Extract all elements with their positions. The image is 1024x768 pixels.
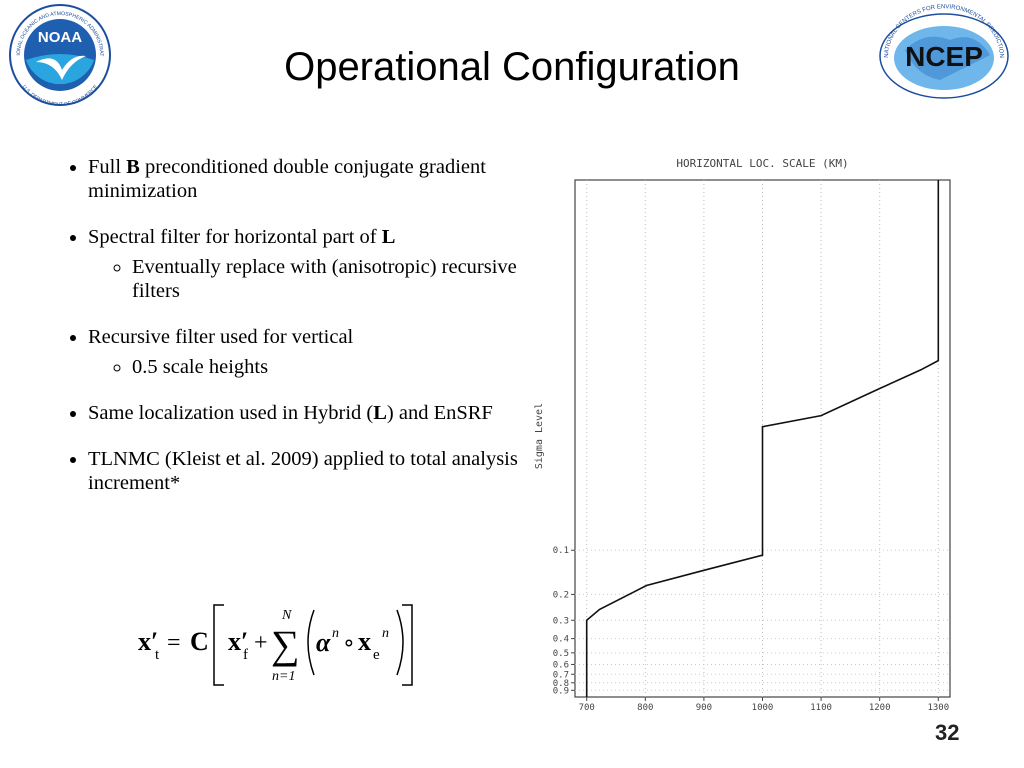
- y-tick-label: 0.9: [553, 686, 569, 696]
- eq-limit: N: [281, 608, 292, 623]
- eq-limit: n=1: [272, 669, 295, 684]
- eq-subscript: t: [155, 647, 160, 663]
- bullet-text: Full: [88, 156, 127, 178]
- bullet-item: TLNMC (Kleist et al. 2009) applied to to…: [88, 447, 533, 495]
- eq-symbol: x: [358, 627, 371, 656]
- chart-title: HORIZONTAL LOC. SCALE (KM): [676, 157, 848, 170]
- bullet-text: ) and EnSRF: [386, 402, 493, 424]
- eq-superscript: n: [332, 626, 339, 641]
- bullet-text: L: [373, 402, 387, 424]
- y-tick-label: 0.1: [553, 546, 569, 556]
- eq-symbol: x′: [138, 627, 158, 656]
- bullet-text: 0.5 scale heights: [132, 356, 269, 378]
- bullet-list: Full B preconditioned double conjugate g…: [60, 155, 533, 517]
- eq-subscript: e: [373, 647, 380, 663]
- bullet-item: Eventually replace with (anisotropic) re…: [132, 255, 533, 303]
- y-tick-label: 0.8: [553, 679, 569, 689]
- eq-superscript: n: [382, 626, 389, 641]
- eq-symbol: C: [190, 627, 209, 656]
- bullet-text: preconditioned double conjugate gradient…: [88, 156, 486, 202]
- sub-list: 0.5 scale heights: [88, 355, 533, 379]
- bullet-item: Spectral filter for horizontal part of L…: [88, 225, 533, 303]
- y-axis-label: Sigma Level: [534, 403, 545, 469]
- bullet-item: Same localization used in Hybrid (L) and…: [88, 401, 533, 425]
- x-tick-label: 1000: [752, 703, 774, 713]
- logo-name: NOAA: [38, 29, 82, 46]
- y-tick-label: 0.3: [553, 616, 569, 626]
- eq-symbol: ∘: [342, 630, 356, 655]
- y-tick-label: 0.5: [553, 649, 569, 659]
- bullet-text: L: [381, 226, 396, 248]
- y-tick-label: 0.6: [553, 660, 569, 670]
- bullet-text: Eventually replace with (anisotropic) re…: [132, 256, 517, 302]
- eq-symbol: =: [167, 630, 181, 656]
- y-tick-label: 0.7: [553, 670, 569, 680]
- data-line: [585, 180, 940, 697]
- chart: HORIZONTAL LOC. SCALE (KM) Sigma Level 700…: [534, 157, 951, 713]
- bullet-text: Recursive filter used for vertical: [88, 326, 354, 348]
- x-tick-label: 800: [637, 703, 653, 713]
- logo-name: NCEP: [905, 41, 983, 72]
- equation: x′ t = C x′ f + ∑ N n=1 α n ∘ x e n: [138, 604, 413, 686]
- bullet-text: B: [126, 156, 140, 178]
- slide-title: Operational Configuration: [284, 45, 740, 89]
- eq-symbol: α: [316, 628, 331, 657]
- y-tick-label: 0.2: [553, 590, 569, 600]
- bullet-text: TLNMC (Kleist et al. 2009) applied to to…: [88, 448, 518, 494]
- page-number: 32: [935, 720, 960, 745]
- x-tick-label: 1300: [927, 703, 949, 713]
- bullet-item: Recursive filter used for vertical 0.5 sc…: [88, 325, 533, 379]
- noaa-logo: NOAA NATIONAL OCEANIC AND ATMOSPHERIC AD…: [0, 0, 111, 108]
- x-tick-label: 700: [579, 703, 595, 713]
- bullet-text: Spectral filter for horizontal part of: [88, 226, 382, 248]
- x-tick-label: 900: [696, 703, 712, 713]
- x-tick-label: 1200: [869, 703, 891, 713]
- y-tick-label: 0.4: [553, 635, 569, 645]
- eq-symbol: ∑: [271, 622, 300, 667]
- x-tick-label: 1100: [810, 703, 832, 713]
- ncep-logo: NCEP NATIONAL CENTERS FOR ENVIRONMENTAL …: [879, 4, 1009, 99]
- bullet-item: Full B preconditioned double conjugate g…: [88, 155, 533, 203]
- sub-list: Eventually replace with (anisotropic) re…: [88, 255, 533, 303]
- eq-subscript: f: [243, 647, 248, 663]
- eq-symbol: +: [254, 630, 268, 656]
- eq-symbol: x′: [228, 627, 248, 656]
- bullet-item: 0.5 scale heights: [132, 355, 533, 379]
- bullet-text: Same localization used in Hybrid (: [88, 402, 374, 424]
